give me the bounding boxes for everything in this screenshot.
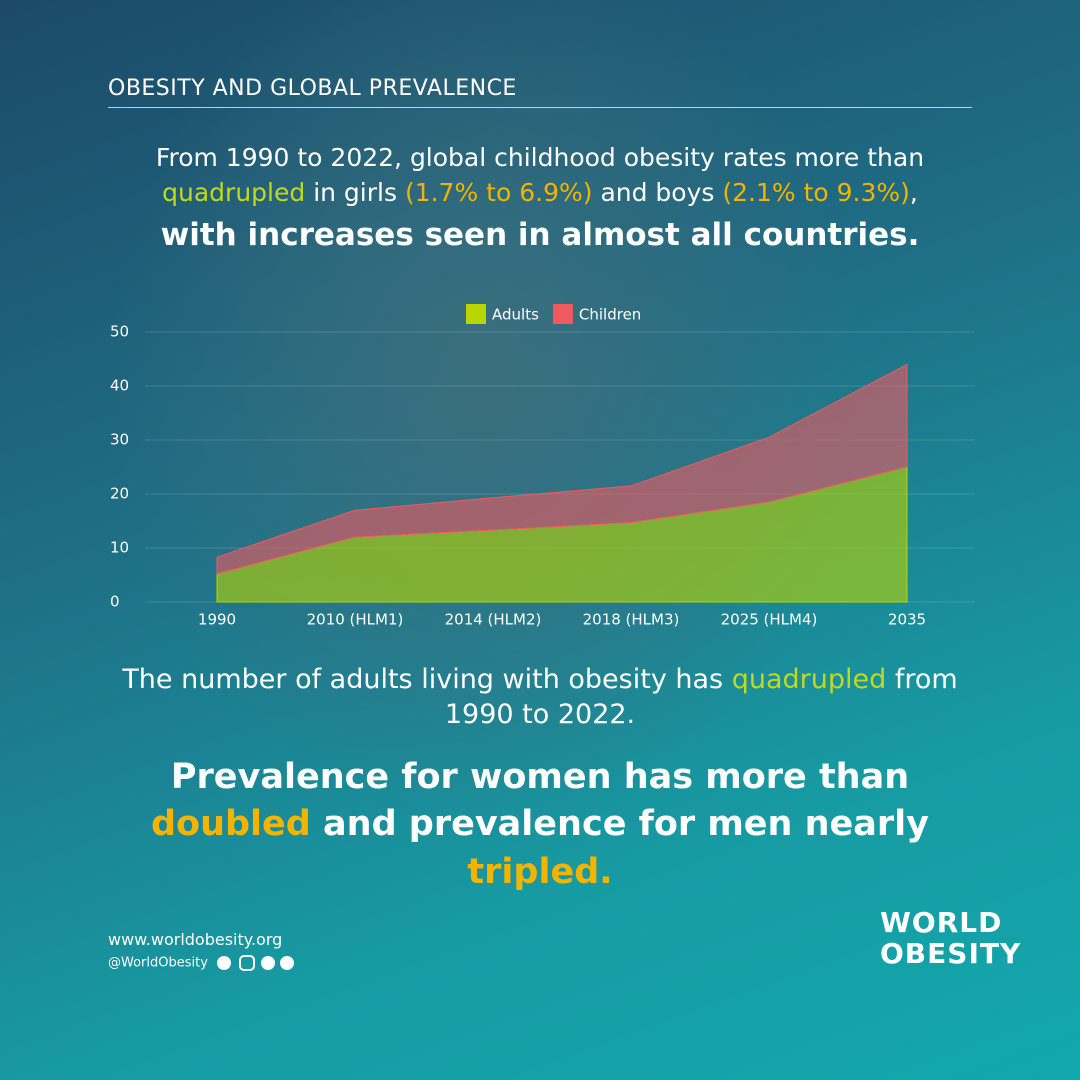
x-icon[interactable] xyxy=(261,956,276,970)
logo-line: OBESITY xyxy=(880,936,1022,970)
headline: From 1990 to 2022, global childhood obes… xyxy=(90,140,990,257)
logo: WORLD OBESITY xyxy=(880,906,1022,970)
x-tick-label: 2035 xyxy=(888,611,926,629)
social-handle: @WorldObesity xyxy=(108,955,306,971)
website[interactable]: www.worldobesity.org xyxy=(108,930,283,949)
legend-label: Children xyxy=(579,306,641,324)
legend-swatch xyxy=(466,304,486,324)
x-tick-label: 2014 (HLM2) xyxy=(445,611,542,629)
highlight: tripled. xyxy=(467,851,613,892)
text: and prevalence for men nearly xyxy=(323,804,929,845)
y-tick-label: 10 xyxy=(110,539,129,557)
header: OBESITY AND GLOBAL PREVALENCE xyxy=(108,76,972,108)
closing-text: Prevalence for women has more than doubl… xyxy=(110,754,970,896)
y-tick-label: 20 xyxy=(110,485,129,503)
highlight: (2.1% to 9.3%) xyxy=(722,178,910,207)
x-tick-label: 2025 (HLM4) xyxy=(721,611,818,629)
x-tick-label: 2010 (HLM1) xyxy=(307,611,404,629)
handle: @WorldObesity xyxy=(108,955,208,971)
body-text: The number of adults living with obesity… xyxy=(90,662,990,732)
x-tick-label: 2018 (HLM3) xyxy=(583,611,680,629)
text: and boys xyxy=(600,178,715,207)
text: From 1990 to 2022, global childhood obes… xyxy=(155,143,925,172)
text: , xyxy=(909,178,918,207)
highlight: quadrupled xyxy=(731,664,887,695)
linkedin-icon[interactable] xyxy=(280,956,295,970)
legend-label: Adults xyxy=(492,306,539,324)
facebook-icon[interactable] xyxy=(217,956,232,970)
y-tick-label: 50 xyxy=(110,323,129,341)
legend-swatch xyxy=(552,304,573,324)
instagram-icon[interactable] xyxy=(239,955,256,971)
y-tick-label: 30 xyxy=(110,431,129,449)
chart: 0 10 20 30 40 50 1990 2010 (HLM1) 2014 (HLM2) 201… xyxy=(110,304,975,629)
highlight: quadrupled xyxy=(162,178,306,207)
area xyxy=(216,363,908,575)
x-tick-label: 1990 xyxy=(198,611,236,629)
text: Prevalence for women has more than xyxy=(170,757,910,797)
text: from 1990 to 2022. xyxy=(444,664,958,731)
text: in girls xyxy=(313,178,397,207)
bold-text: with increases seen in almost all countr… xyxy=(160,217,920,253)
text: The number of adults living with obesity… xyxy=(122,664,724,695)
logo-line: WORLD xyxy=(880,906,1003,939)
y-tick-label: 0 xyxy=(110,593,120,611)
highlight: (1.7% to 6.9%) xyxy=(404,178,593,207)
social-icons xyxy=(217,955,295,971)
highlight: doubled xyxy=(150,804,311,845)
y-tick-label: 40 xyxy=(110,377,129,395)
